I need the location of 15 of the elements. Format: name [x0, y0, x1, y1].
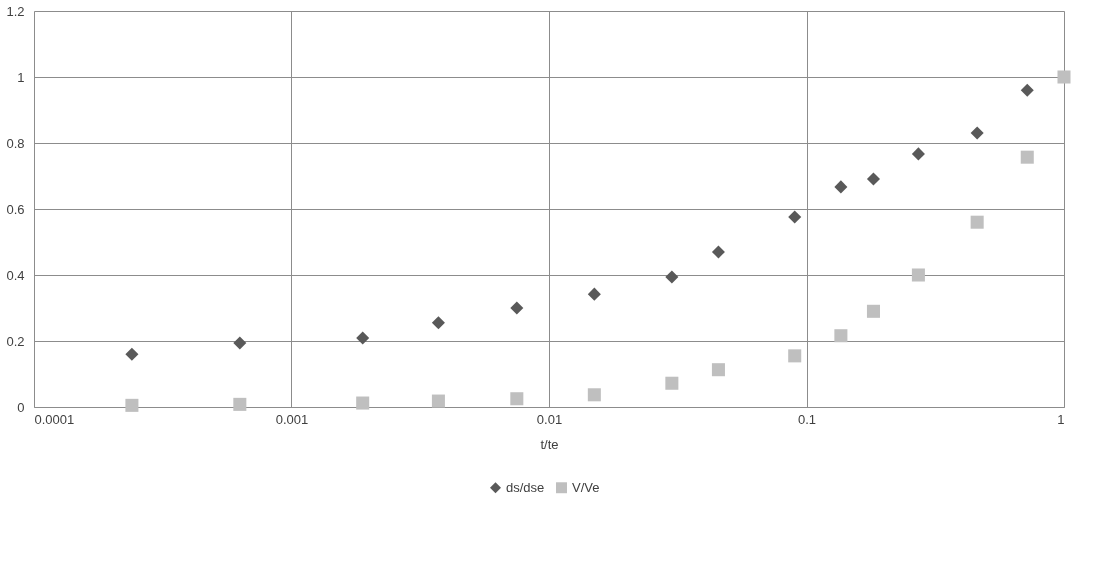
y-tick-label: 0.8 — [6, 135, 25, 151]
y-tick-label: 0.4 — [6, 267, 25, 283]
y-tick-label: 0.2 — [6, 333, 25, 349]
y-tick-label: 1.2 — [6, 3, 25, 19]
y-tick-label: 0 — [17, 399, 25, 415]
x-tick-label: 0.0001 — [34, 411, 75, 427]
y-tick-label: 1 — [17, 69, 25, 85]
x-tick-label: 0.01 — [536, 411, 563, 427]
x-tick-label: 1 — [1057, 411, 1065, 427]
x-tick-label: 0.1 — [797, 411, 817, 427]
x-tick-label: 0.001 — [275, 411, 309, 427]
y-tick-label: 0.6 — [6, 201, 25, 217]
x-axis-title: t/te — [540, 436, 559, 452]
legend-label: ds/dse — [506, 479, 545, 495]
legend-label: V/Ve — [572, 479, 600, 495]
